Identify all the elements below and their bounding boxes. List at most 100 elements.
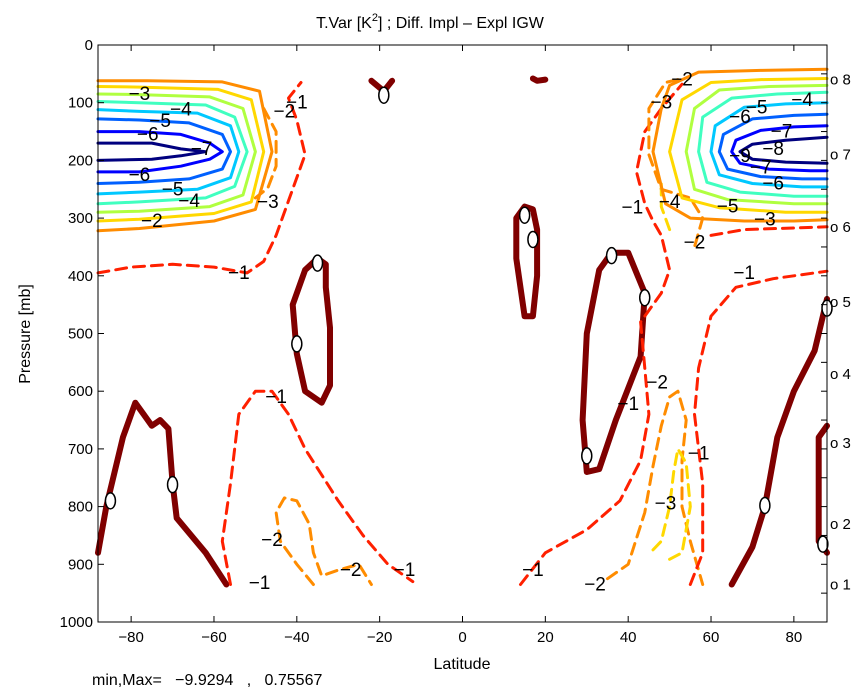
right-axis-label-5: o 3 [830,435,851,452]
contour-label-22: −2 [646,373,668,394]
contour-line-33 [730,124,829,173]
zero-label-marker-0 [378,86,390,104]
contour-label-27: −4 [659,192,681,213]
chart-title: T.Var [K2] ; Diff. Impl – Expl IGW [316,12,545,32]
right-axis-label-3: o 5 [830,294,851,311]
x-tick-label-5: 20 [537,629,554,646]
contour-label-30: −6 [762,173,784,194]
zero-label-marker-5 [518,206,531,224]
right-axis-label-4: o 4 [830,366,851,383]
contour-line-7 [815,422,830,556]
contour-label-29: −3 [754,209,776,230]
right-axis-label-7: o 1 [830,576,851,593]
contour-label-37: −4 [791,90,813,111]
contour-label-15: −1 [249,573,271,594]
zero-label-marker-3 [104,492,117,510]
x-axis: −80 −60 −40 −20 0 20 40 60 80 [118,45,802,646]
y-tick-label-5: 500 [68,326,93,343]
right-axis-label-1: o 7 [830,147,851,164]
x-tick-label-6: 40 [620,629,637,646]
contour-label-36: −5 [746,97,768,118]
contour-line-18 [220,389,415,586]
contour-label-31: −7 [750,157,772,178]
contour-label-32: −8 [762,139,784,160]
contour-line-3 [513,203,541,320]
contour-line-26 [709,225,829,237]
contour-line-20 [519,82,684,586]
zero-label-marker-8 [639,288,651,307]
contour-line-21 [647,78,705,249]
contour-line-12 [96,100,249,206]
right-axis-label-2: o 6 [830,219,851,236]
contour-label-6: −5 [162,179,184,200]
x-tick-label-1: −60 [201,629,226,646]
contour-line-17 [253,107,278,200]
right-axis: o 8 o 7 o 6 o 5 o 4 o 3 o 2 o 1 [821,72,851,594]
contour-line-23 [606,389,705,586]
contour-label-4: −7 [191,139,213,160]
contour-label-8: −3 [257,192,279,213]
contour-line-24 [651,447,692,563]
contour-label-13: −1 [265,387,287,408]
zero-label-marker-2 [291,335,303,353]
contour-line-30 [697,90,829,198]
contour-line-5 [95,399,230,588]
plot-frame [97,44,828,623]
contour-line-2 [289,255,333,406]
contour-line-15 [96,79,274,233]
x-tick-label-7: 60 [703,629,720,646]
right-axis-label-0: o 8 [830,72,851,89]
contour-line-28 [668,77,829,214]
y-axis-label: Pressure [mb] [17,284,34,384]
zero-label-marker-1 [311,254,324,272]
x-tick-label-4: 0 [458,629,466,646]
contour-label-3: −6 [137,124,159,145]
y-tick-label-7: 700 [68,441,93,458]
contour-label-14: −2 [261,530,283,551]
contour-label-5: −6 [129,165,151,186]
contour-label-20: −3 [655,494,677,515]
contour-label-38: −3 [650,93,672,114]
contour-label-19: −2 [584,574,606,595]
zero-label-marker-10 [759,496,771,515]
contour-label-12: −1 [286,93,308,114]
contour-line-11 [96,108,241,196]
contour-label-39: −2 [671,70,693,91]
zero-label-marker-4 [166,475,179,494]
contour-label-24: −1 [733,263,755,284]
zero-label-marker-9 [581,447,593,465]
contour-line-9 [96,130,224,174]
contour-line-25 [688,269,829,586]
contour-line-16 [96,81,307,275]
contour-label-1: −4 [170,100,192,121]
y-tick-label-4: 400 [68,268,93,285]
contour-label-16: −2 [340,560,362,581]
plot-area: −3−4−5−6−7−6−5−4 −3−2−1−2−1−1−2−1−2 −1 −1−2… [95,67,833,595]
contour-label-18: −1 [522,560,544,581]
y-axis: 0 100 200 300 400 500 600 700 800 900 1000 [60,37,104,631]
x-tick-label-2: −40 [284,629,309,646]
x-tick-label-3: −20 [367,629,392,646]
y-tick-label-6: 600 [68,383,93,400]
min-max-readout: min,Max= −9.9294 , 0.75567 [92,672,322,689]
x-tick-label-0: −80 [118,629,143,646]
contour-label-34: −7 [771,122,793,143]
contour-label-9: −2 [141,211,163,232]
y-tick-label-1: 100 [68,95,93,112]
contour-label-33: −9 [729,146,751,167]
contour-label-7: −4 [178,191,200,212]
x-tick-label-8: 80 [786,629,803,646]
contour-line-8 [96,141,208,162]
y-tick-label-9: 900 [68,556,93,573]
contour-line-6 [728,295,830,588]
contour-line-29 [684,83,829,206]
contour-label-26: −1 [621,198,643,219]
y-tick-label-8: 800 [68,499,93,516]
contour-line-10 [96,117,232,185]
contour-label-0: −3 [129,84,151,105]
contour-label-23: −1 [688,444,710,465]
contour-label-2: −5 [149,111,171,132]
y-tick-label-10: 1000 [60,614,93,631]
contour-line-34 [738,135,829,165]
